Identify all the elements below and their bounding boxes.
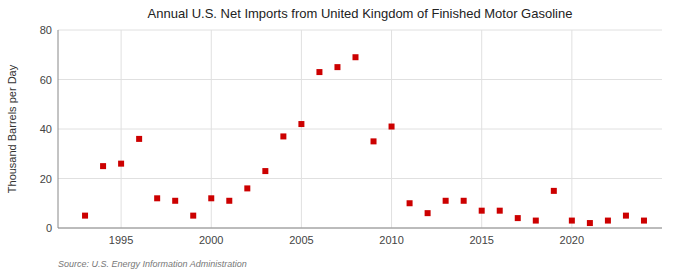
y-grid-line [58, 228, 662, 229]
point [515, 215, 521, 221]
point [190, 213, 196, 219]
chart-svg: Annual U.S. Net Imports from United King… [0, 0, 675, 275]
x-axis-line [58, 228, 662, 229]
point [298, 121, 304, 127]
y-tick-label: 20 [40, 173, 52, 185]
point [226, 198, 232, 204]
point [136, 136, 142, 142]
point [100, 163, 106, 169]
point [280, 133, 286, 139]
x-tick-label: 2005 [289, 234, 313, 246]
point [316, 69, 322, 75]
point [587, 220, 593, 226]
chart-container: Annual U.S. Net Imports from United King… [0, 0, 675, 275]
points [82, 54, 647, 226]
x-grid-line [301, 30, 302, 228]
y-axis-label: Thousand Barrels per Day [6, 64, 18, 193]
x-tick-label: 2015 [469, 234, 493, 246]
point [352, 54, 358, 60]
x-tick-label: 2000 [199, 234, 223, 246]
title: Annual U.S. Net Imports from United King… [148, 6, 573, 21]
x-tick-label: 2010 [379, 234, 403, 246]
point [533, 218, 539, 224]
y-axis-line [58, 30, 59, 228]
point [497, 208, 503, 214]
point [623, 213, 629, 219]
grid [58, 30, 662, 228]
x-grid-line [571, 30, 572, 228]
point [443, 198, 449, 204]
point [334, 64, 340, 70]
point [641, 218, 647, 224]
y-tick-label: 0 [46, 222, 52, 234]
point [425, 210, 431, 216]
x-tick-label: 2020 [560, 234, 584, 246]
point [172, 198, 178, 204]
point [118, 161, 124, 167]
x-grid-line [121, 30, 122, 228]
point [262, 168, 268, 174]
point [244, 185, 250, 191]
point [154, 195, 160, 201]
y-tick-label: 80 [40, 24, 52, 36]
y-tick-label: 60 [40, 74, 52, 86]
point [461, 198, 467, 204]
point [569, 218, 575, 224]
point [551, 188, 557, 194]
point [605, 218, 611, 224]
point [407, 200, 413, 206]
point [371, 138, 377, 144]
point [479, 208, 485, 214]
point [389, 124, 395, 130]
x-tick-label: 1995 [109, 234, 133, 246]
source-note: Source: U.S. Energy Information Administ… [58, 259, 247, 269]
point [82, 213, 88, 219]
point [208, 195, 214, 201]
x-grid-line [481, 30, 482, 228]
y-tick-label: 40 [40, 123, 52, 135]
